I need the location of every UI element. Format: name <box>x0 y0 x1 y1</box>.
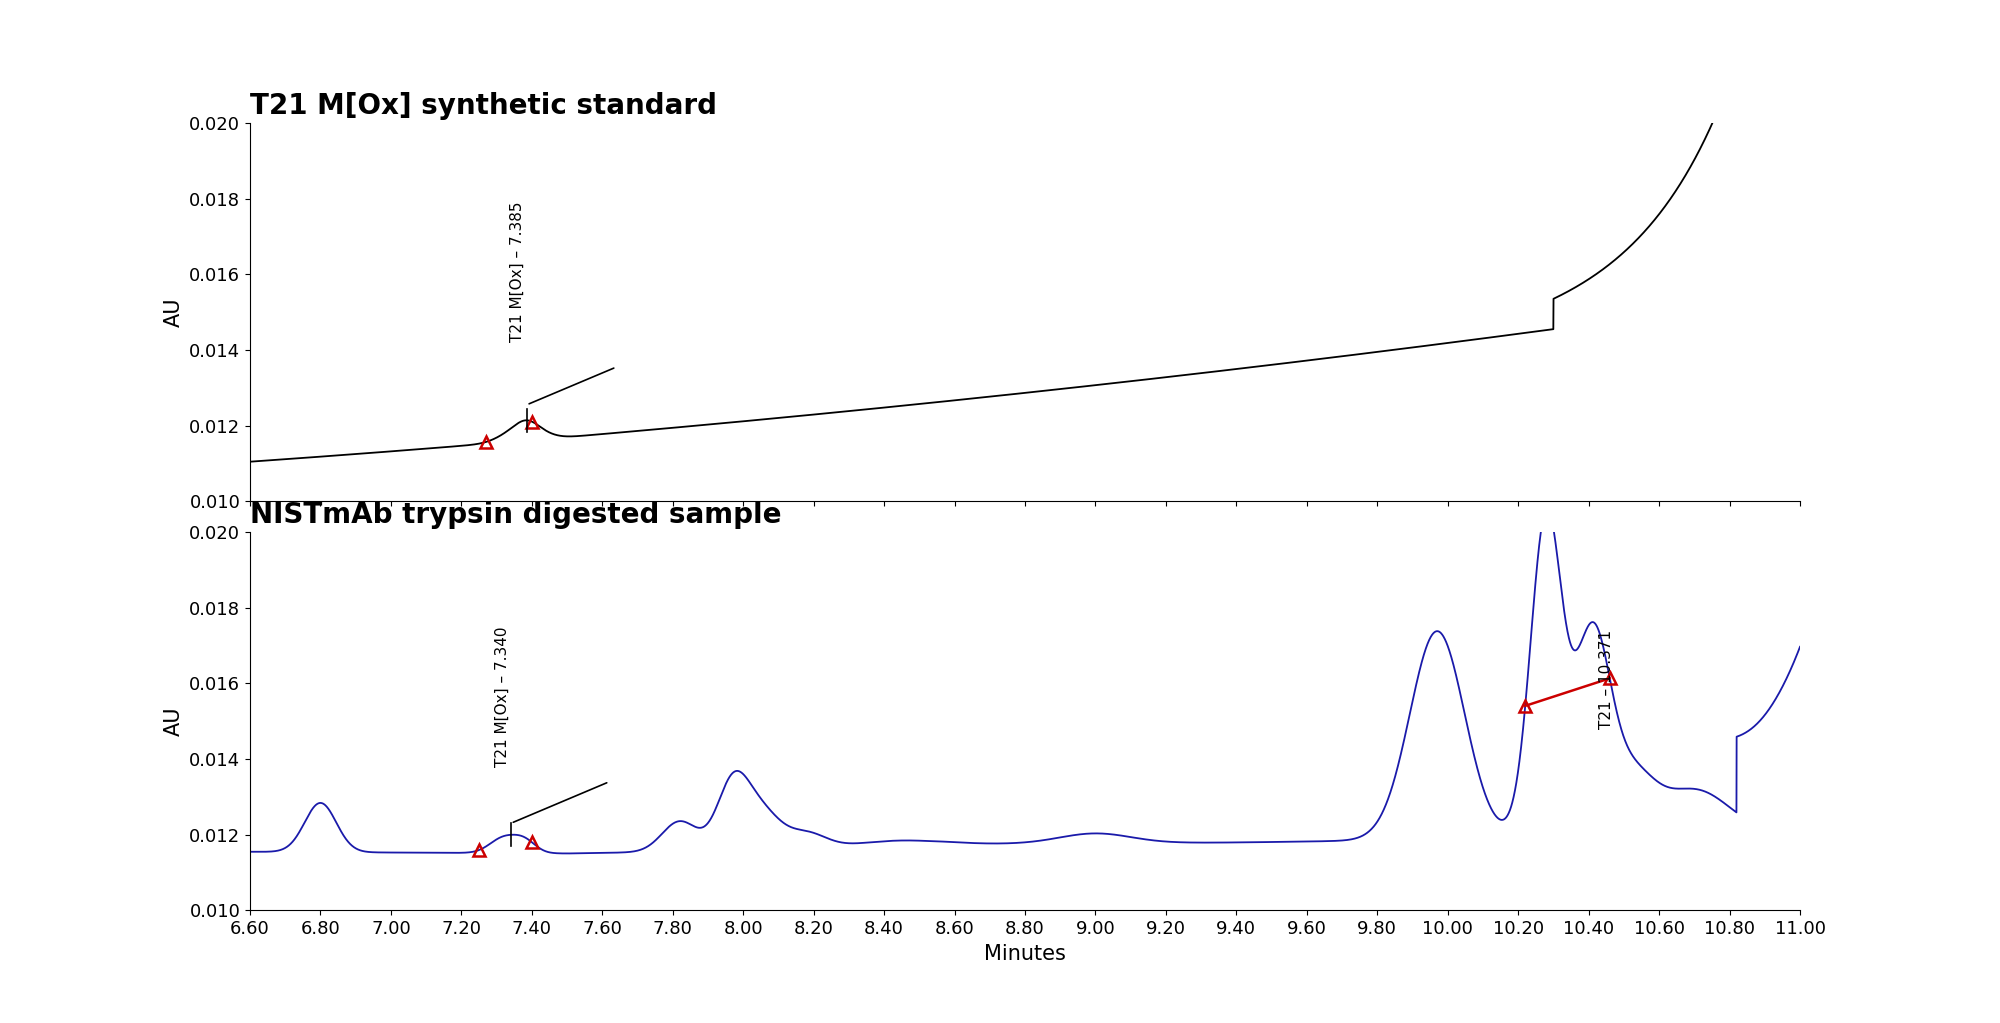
Y-axis label: AU: AU <box>164 298 184 327</box>
FancyArrowPatch shape <box>514 783 606 822</box>
Text: NISTmAb trypsin digested sample: NISTmAb trypsin digested sample <box>250 501 782 530</box>
Text: T21 M[Ox] synthetic standard: T21 M[Ox] synthetic standard <box>250 92 716 121</box>
X-axis label: Minutes: Minutes <box>984 944 1066 964</box>
Text: T21 M[Ox] – 7.340: T21 M[Ox] – 7.340 <box>494 626 510 766</box>
Y-axis label: AU: AU <box>164 706 184 736</box>
Text: T21 – 10.371: T21 – 10.371 <box>1600 629 1614 728</box>
FancyArrowPatch shape <box>530 368 614 404</box>
Text: T21 M[Ox] – 7.385: T21 M[Ox] – 7.385 <box>510 202 526 343</box>
